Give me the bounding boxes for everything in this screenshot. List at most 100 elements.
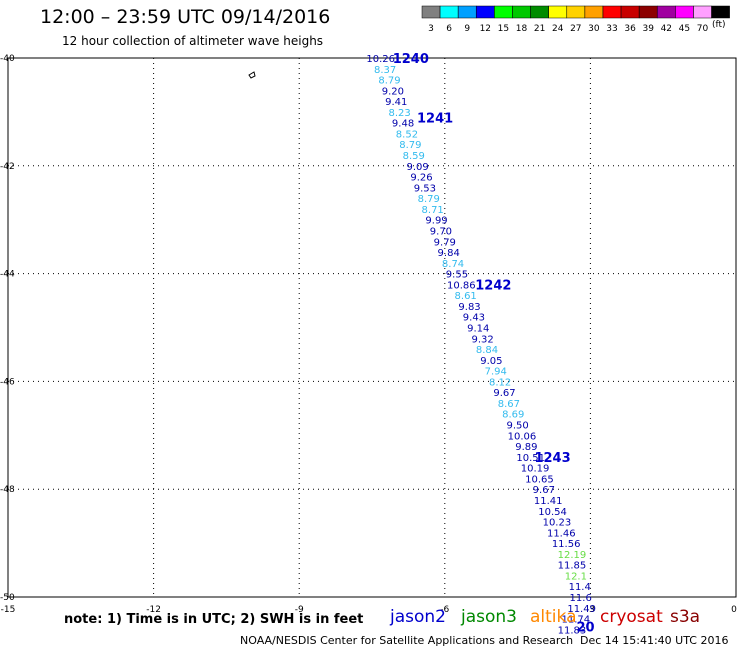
satellite-s3a: s3a	[670, 607, 701, 627]
pass-number-label: 20	[576, 621, 594, 636]
legend-swatch	[512, 5, 531, 19]
swh-value: 9.41	[385, 97, 407, 108]
footer-credit: NOAA/NESDIS Center for Satellite Applica…	[240, 634, 574, 647]
legend-swatch	[476, 5, 495, 19]
swh-observations: 10.268.378.799.209.418.239.488.528.798.5…	[366, 54, 596, 636]
map-subtitle: 12 hour collection of altimeter wave hei…	[62, 34, 324, 48]
legend-swatch	[421, 5, 441, 19]
swh-value: 9.09	[406, 162, 428, 173]
legend-swatch	[566, 5, 586, 19]
legend-label: 24	[552, 24, 564, 34]
legend-unit: (ft)	[712, 20, 726, 30]
swh-value: 9.14	[467, 324, 489, 335]
swh-value: 8.67	[498, 399, 520, 410]
satellite-altika: altika	[530, 607, 577, 627]
lat-tick-label: -44	[0, 270, 15, 280]
swh-value: 9.05	[480, 356, 502, 367]
swh-value: 11.56	[552, 539, 581, 550]
swh-value: 8.74	[442, 259, 464, 270]
lon-tick-label: -6	[440, 605, 449, 615]
swh-value: 11.83	[558, 625, 587, 636]
swh-value: 10.06	[508, 431, 537, 442]
lon-tick-label: -9	[295, 605, 304, 615]
swh-value: 9.84	[438, 248, 460, 259]
swh-value: 8.23	[389, 108, 411, 119]
legend-label: 70	[697, 24, 709, 34]
legend-label: 39	[642, 24, 654, 34]
swh-value: 12.19	[558, 550, 587, 561]
swh-value: 9.20	[382, 86, 404, 97]
legend-label: 27	[570, 24, 581, 34]
lon-tick-label: 0	[731, 605, 737, 615]
pass-number-label: 1242	[475, 278, 511, 293]
swh-value: 9.26	[410, 173, 432, 184]
lon-tick-label: -12	[146, 605, 161, 615]
swh-value: 9.99	[425, 216, 447, 227]
swh-value: 8.69	[502, 410, 524, 421]
swh-value: 9.48	[392, 119, 414, 130]
swh-value: 9.79	[434, 237, 456, 248]
swh-value: 9.32	[472, 334, 494, 345]
pass-number-label: 1241	[417, 111, 453, 126]
swh-value: 10.54	[538, 507, 567, 518]
swh-value: 9.83	[458, 302, 480, 313]
island-mark	[248, 71, 256, 79]
legend-label: 9	[464, 24, 470, 34]
axis-ticks: -15 -12 -9 -6 -3 0 -40 -42 -44 -46 -48 -50	[0, 54, 737, 615]
lon-tick-label: -3	[586, 605, 595, 615]
swh-value: 8.52	[396, 129, 418, 140]
color-legend: 3 6 9 12 15 18 21 24 27 30 33 36 39 42 45 70	[421, 5, 730, 34]
swh-value: 11.85	[558, 561, 587, 572]
legend-swatch	[457, 5, 477, 19]
swh-value: 11.46	[547, 528, 576, 539]
lat-tick-label: -50	[0, 593, 15, 603]
swh-value: 11.4	[569, 582, 591, 593]
legend-label: 12	[480, 24, 491, 34]
legend-swatch	[638, 5, 658, 19]
swh-value: 9.50	[506, 421, 528, 432]
legend-swatch	[675, 5, 694, 19]
swh-value: 9.43	[463, 313, 485, 324]
legend-swatch	[584, 5, 604, 19]
lat-tick-label: -42	[0, 162, 15, 172]
satellite-jason2: jason2	[390, 607, 446, 627]
legend-swatch	[494, 5, 513, 19]
lon-tick-label: -15	[1, 605, 16, 615]
swh-value: 11.6	[570, 593, 592, 604]
swh-value: 10.51	[516, 453, 545, 464]
satellite-jason3: jason3	[461, 607, 517, 627]
legend-label: 42	[661, 24, 672, 34]
swh-value: 9.67	[493, 388, 515, 399]
legend-label: 21	[534, 24, 545, 34]
legend-swatch	[693, 5, 712, 19]
legend-label: 15	[498, 24, 509, 34]
pass-number-label: 1240	[393, 52, 429, 67]
swh-value: 9.53	[414, 183, 436, 194]
legend-swatch	[711, 5, 730, 19]
legend-swatch	[657, 5, 676, 19]
swh-value: 11.41	[534, 496, 563, 507]
legend-swatch	[548, 5, 567, 19]
pass-number-label: 1243	[534, 451, 570, 466]
lat-tick-label: -48	[0, 485, 15, 495]
swh-value: 8.79	[378, 76, 400, 87]
swh-value: 10.86	[447, 280, 476, 291]
legend-label: 3	[428, 24, 434, 34]
legend-label: 18	[516, 24, 528, 34]
swh-value: 9.55	[446, 270, 468, 281]
swh-value: 10.26	[366, 54, 395, 65]
legend-label: 36	[624, 24, 636, 34]
swh-value: 8.79	[399, 140, 421, 151]
swh-value: 8.84	[476, 345, 498, 356]
legend-label: 6	[446, 24, 452, 34]
swh-value: 11.49	[567, 604, 596, 615]
swh-value: 8.59	[403, 151, 425, 162]
swh-value: 11.74	[562, 615, 591, 626]
legend-swatch	[620, 5, 640, 19]
lat-tick-label: -40	[0, 54, 15, 64]
map-frame	[7, 57, 737, 598]
pass-labels: 1240 1241 1242 1243 20	[393, 52, 595, 636]
map-title: 12:00 – 23:59 UTC 09/14/2016	[40, 6, 331, 28]
swh-value: 8.79	[418, 194, 440, 205]
